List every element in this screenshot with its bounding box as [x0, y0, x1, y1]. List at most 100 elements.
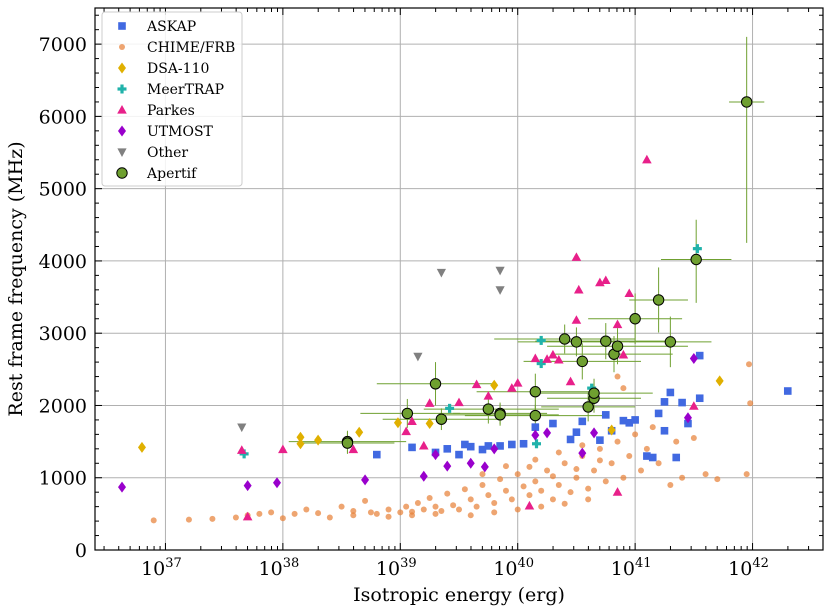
- utmost-point: [490, 443, 499, 455]
- chime-frb-point: [626, 453, 633, 460]
- utmost-point: [361, 474, 370, 486]
- meertrap-point: [445, 403, 455, 413]
- askap-point: [466, 442, 475, 451]
- askap-point: [648, 453, 657, 462]
- chime-frb-point: [479, 481, 486, 488]
- series-other: [237, 266, 505, 433]
- x-tick-label: 1039: [376, 556, 417, 580]
- parkes-point: [542, 354, 552, 363]
- chime-frb-point: [315, 510, 322, 517]
- parkes-point: [418, 440, 429, 450]
- askap-point: [408, 443, 416, 452]
- dsa-110-point: [490, 379, 499, 391]
- chime-frb-point: [567, 489, 574, 496]
- utmost-point: [531, 429, 540, 441]
- chime-frb-point: [620, 385, 627, 392]
- chime-frb-point: [209, 515, 216, 522]
- legend-label: UTMOST: [147, 124, 214, 140]
- chime-frb-point: [747, 400, 754, 407]
- parkes-point: [624, 288, 635, 298]
- utmost-point: [419, 470, 428, 482]
- legend-item-askap: ASKAP: [118, 19, 196, 35]
- chime-frb-point: [714, 476, 721, 483]
- plus-bar: [695, 244, 699, 254]
- chime-frb-point: [444, 490, 451, 497]
- chime-frb-point: [491, 500, 498, 507]
- chime-frb-point: [409, 508, 416, 515]
- chime-frb-point: [291, 510, 298, 517]
- chime-frb-point: [473, 503, 480, 510]
- chime-frb-point: [450, 502, 457, 509]
- chime-frb-point: [573, 466, 580, 473]
- askap-point: [654, 409, 663, 418]
- parkes-point: [407, 416, 417, 425]
- legend-label: Parkes: [147, 103, 195, 119]
- meertrap-point: [536, 359, 546, 369]
- chime-frb-point: [638, 467, 644, 474]
- chime-frb-point: [643, 445, 650, 452]
- chime-frb-point: [432, 503, 439, 510]
- askap-point: [695, 394, 704, 403]
- legend: ASKAP CHIME/FRB DSA-110 MeerTRAP Parkes UTMOS…: [101, 11, 243, 187]
- chime-frb-point: [362, 497, 369, 504]
- chime-frb-point: [667, 481, 674, 488]
- apertif-point: [482, 403, 495, 415]
- parkes-point: [642, 154, 652, 164]
- parkes-point: [507, 383, 517, 392]
- y-tick-label: 4000: [39, 251, 87, 273]
- legend-marker: [117, 84, 127, 94]
- parkes-point: [612, 487, 623, 496]
- chime-frb-point: [397, 509, 404, 516]
- askap-point: [783, 387, 792, 395]
- apertif-point: [494, 409, 506, 421]
- plus-bar: [242, 449, 246, 459]
- error-bars: [288, 36, 765, 454]
- other-point: [495, 266, 505, 276]
- parkes-point: [471, 379, 482, 389]
- chime-frb-point: [373, 510, 380, 517]
- legend-box: [101, 11, 243, 187]
- x-tick-label: 1040: [493, 556, 534, 580]
- chime-frb-point: [467, 512, 474, 519]
- chime-frb-point: [420, 506, 427, 513]
- dsa-110-point: [355, 426, 364, 438]
- legend-label: ASKAP: [146, 19, 196, 35]
- chime-frb-point: [743, 471, 750, 478]
- dsa-110-point: [425, 418, 434, 430]
- askap-point: [684, 419, 692, 428]
- askap-point: [619, 416, 628, 425]
- chime-frb-point: [303, 506, 310, 513]
- y-tick-label: 0: [75, 540, 87, 562]
- chime-frb-point: [350, 507, 357, 514]
- chime-frb-point: [432, 510, 439, 517]
- utmost-point: [431, 449, 440, 461]
- apertif-point: [570, 336, 583, 348]
- askap-point: [572, 428, 581, 437]
- other-point: [237, 423, 247, 433]
- chime-frb-point: [438, 507, 445, 514]
- chime-frb-point: [350, 512, 357, 519]
- apertif-point: [429, 378, 442, 390]
- chime-frb-point: [608, 460, 615, 467]
- chime-frb-point: [532, 478, 539, 485]
- utmost-point: [683, 412, 692, 424]
- x-axis-label: Isotropic energy (erg): [353, 584, 565, 606]
- legend-label: DSA-110: [147, 61, 209, 77]
- chime-frb-point: [690, 434, 697, 441]
- dsa-110-point: [607, 424, 616, 436]
- apertif-point: [740, 96, 753, 108]
- chime-frb-point: [614, 438, 621, 445]
- parkes-point: [424, 398, 435, 407]
- askap-point: [531, 423, 540, 431]
- chime-frb-point: [602, 478, 609, 485]
- askap-point: [672, 453, 681, 462]
- legend-item-dsa-110: DSA-110: [118, 61, 209, 77]
- y-axis-label: Rest frame frequency (MHz): [5, 141, 27, 416]
- other-point: [436, 268, 446, 278]
- meertrap-point: [531, 439, 541, 449]
- chime-frb-point: [338, 503, 345, 510]
- chime-frb-point: [596, 457, 603, 464]
- y-tick-label: 1000: [39, 468, 87, 490]
- parkes-point: [565, 376, 576, 386]
